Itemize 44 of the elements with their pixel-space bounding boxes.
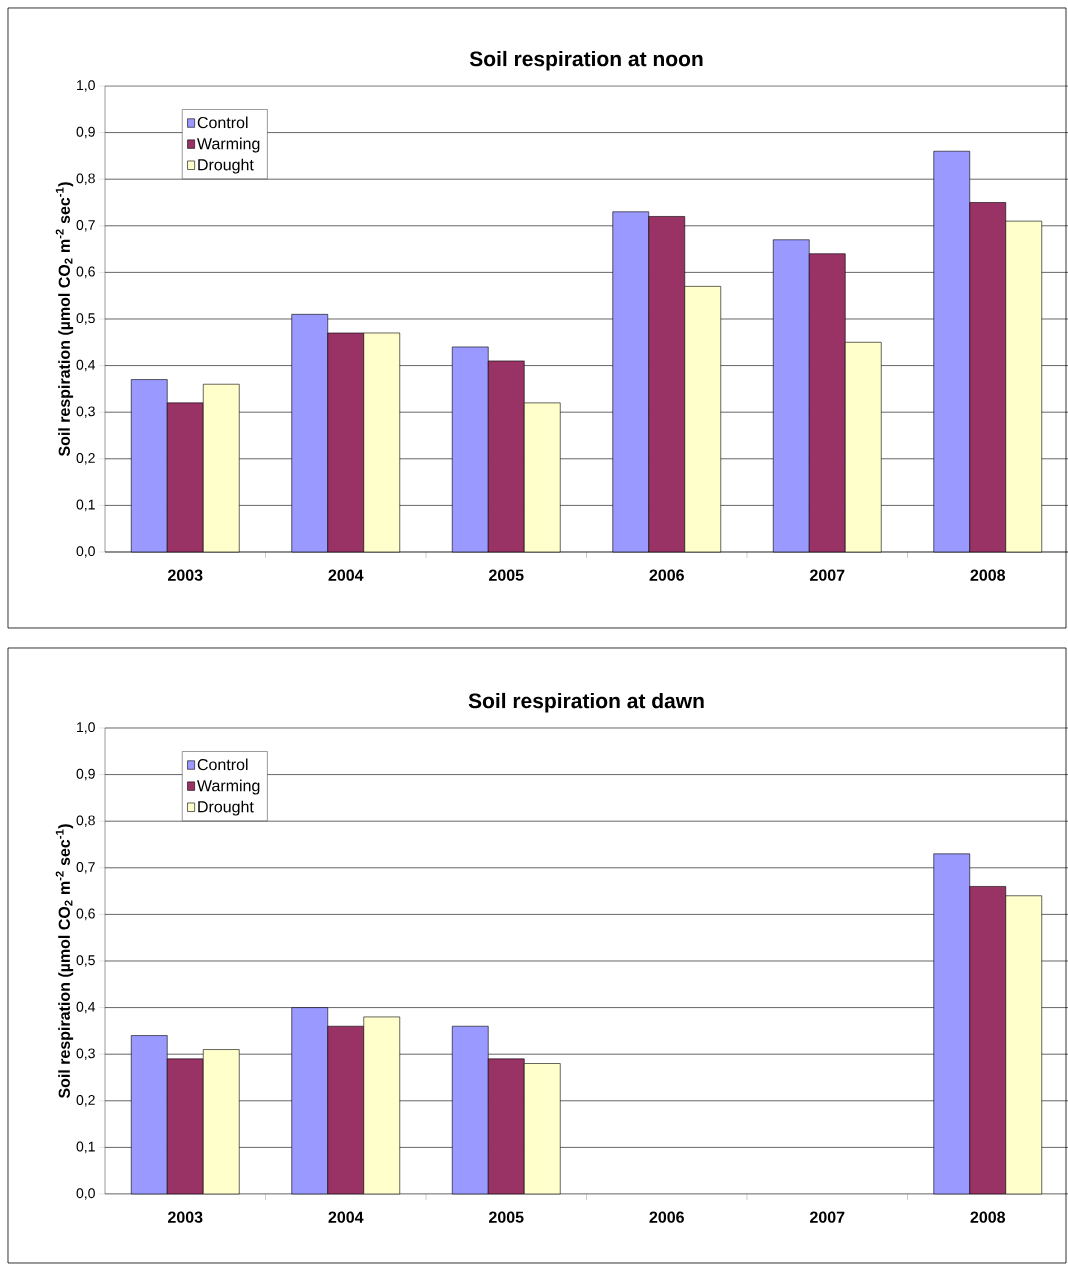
y-tick-label: 0,5 — [76, 955, 95, 967]
y-tick-label: 0,1 — [76, 1141, 95, 1154]
x-tick-label: 2005 — [488, 1211, 524, 1223]
y-tick-label: 0,3 — [76, 406, 95, 418]
x-tick-label: 2006 — [649, 1211, 684, 1223]
x-tick-label: 2004 — [328, 1211, 364, 1223]
y-tick-label: 0,3 — [76, 1048, 95, 1060]
legend-label: Control — [197, 116, 248, 129]
y-tick-label: 1,0 — [76, 722, 95, 734]
x-tick-label: 2006 — [649, 569, 684, 581]
legend-label: Warming — [196, 137, 260, 153]
y-tick-label: 0,1 — [76, 499, 95, 512]
y-tick-label: 0,2 — [76, 453, 95, 465]
chart-title: Soil respiration at noon — [469, 50, 703, 71]
y-tick-label: 0,7 — [76, 862, 95, 874]
y-axis-title: Soil respiration (µmol CO$_{2}$ m$^{-2}$ sec$^{-1}$) — [55, 182, 73, 457]
x-tick-label: 2007 — [809, 569, 845, 581]
legend-label: Control — [197, 758, 248, 771]
y-tick-label: 0,7 — [76, 219, 95, 232]
legend-label: Drought — [198, 800, 254, 816]
x-tick-label: 2003 — [167, 1211, 203, 1223]
y-tick-label: 1,0 — [76, 80, 95, 92]
legend-label: Warming — [196, 779, 260, 795]
legend-label: Drought — [198, 158, 254, 174]
y-tick-label: 0,0 — [76, 546, 95, 558]
y-tick-label: 0,9 — [76, 126, 95, 139]
x-tick-label: 2003 — [167, 569, 203, 581]
y-tick-label: 0,8 — [76, 173, 95, 185]
x-tick-label: 2008 — [970, 569, 1005, 581]
y-tick-label: 0,9 — [76, 768, 95, 781]
x-tick-label: 2008 — [970, 1211, 1005, 1223]
y-tick-label: 0,8 — [76, 815, 95, 827]
y-tick-label: 0,4 — [76, 359, 95, 372]
chart-title: Soil respiration at dawn — [468, 692, 704, 713]
y-tick-label: 0,4 — [76, 1001, 95, 1014]
x-tick-label: 2005 — [488, 569, 524, 581]
y-tick-label: 0,2 — [76, 1095, 95, 1107]
y-tick-label: 0,0 — [76, 1188, 95, 1200]
y-tick-label: 0,6 — [76, 266, 95, 279]
y-tick-label: 0,5 — [76, 313, 95, 325]
x-tick-label: 2007 — [809, 1211, 845, 1223]
x-tick-label: 2004 — [328, 569, 364, 581]
y-tick-label: 0,6 — [76, 908, 95, 921]
y-axis-title: Soil respiration (µmol CO$_{2}$ m$^{-2}$ sec$^{-1}$) — [55, 824, 73, 1099]
